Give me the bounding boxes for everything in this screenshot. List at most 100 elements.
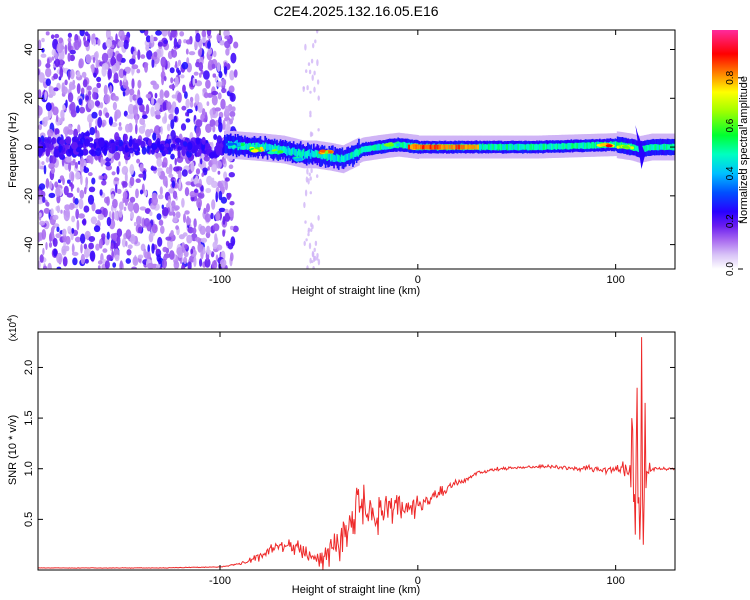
noise-blob xyxy=(210,108,214,120)
noise-blob xyxy=(41,47,45,53)
noise-blob xyxy=(52,38,59,50)
noise-blob xyxy=(129,93,133,103)
noise-blob xyxy=(231,106,236,112)
ridge-core xyxy=(370,145,372,151)
noise-blob xyxy=(106,216,112,227)
noise-blob xyxy=(129,164,135,175)
band-blob xyxy=(95,147,102,157)
noise-blob xyxy=(230,252,234,262)
band-blob xyxy=(70,141,78,150)
ridge-core xyxy=(376,144,378,151)
noise-blob xyxy=(185,118,191,123)
noise-blob xyxy=(129,196,136,203)
noise-blob xyxy=(174,76,179,87)
noise-blob xyxy=(224,212,231,222)
ridge-core xyxy=(529,144,532,150)
noise-blob xyxy=(177,92,182,103)
ridge-core xyxy=(248,142,250,150)
noise-blob xyxy=(170,153,175,160)
ridge-core xyxy=(502,144,504,151)
ridge-core xyxy=(510,143,513,151)
band-blob xyxy=(201,136,206,145)
top-x-tick-label: 100 xyxy=(606,274,624,286)
hot-spot xyxy=(605,144,613,148)
noise-blob xyxy=(317,258,321,266)
ridge-core xyxy=(668,144,670,150)
ridge-peak xyxy=(455,144,458,150)
ridge-peak xyxy=(445,144,449,150)
noise-blob xyxy=(305,238,308,242)
ridge-core xyxy=(633,144,636,151)
noise-blob xyxy=(205,187,212,194)
noise-blob xyxy=(114,132,120,141)
noise-blob xyxy=(200,185,204,192)
noise-blob xyxy=(188,51,196,56)
noise-blob xyxy=(183,213,186,224)
noise-blob xyxy=(92,91,97,100)
noise-blob xyxy=(69,54,75,62)
noise-blob xyxy=(217,92,222,100)
noise-blob xyxy=(304,189,308,197)
noise-blob xyxy=(43,164,47,175)
noise-blob xyxy=(195,105,198,112)
noise-blob xyxy=(140,54,146,59)
noise-blob xyxy=(38,72,45,83)
top-axes: -100 0 100 -40 -20 0 20 40 xyxy=(23,30,675,286)
noise-blob xyxy=(145,104,150,115)
noise-blob xyxy=(64,79,68,86)
noise-blob xyxy=(181,242,186,251)
y-multiplier-base: (x10 xyxy=(8,321,19,341)
hot-spot xyxy=(599,143,607,147)
noise-blob xyxy=(175,211,181,219)
ridge-core xyxy=(369,145,371,152)
noise-blob xyxy=(224,177,230,182)
noise-blob xyxy=(67,32,72,38)
noise-blob xyxy=(143,248,147,258)
noise-blob xyxy=(47,262,52,269)
noise-blob xyxy=(110,242,115,250)
ridge-core xyxy=(306,150,308,159)
ridge-core xyxy=(363,146,365,152)
ridge-spike xyxy=(635,125,646,170)
noise-blob xyxy=(173,166,180,172)
noise-blob xyxy=(205,123,212,133)
band-blob xyxy=(131,139,135,145)
noise-blob xyxy=(151,57,155,69)
noise-blob xyxy=(141,114,148,120)
band-blob xyxy=(152,143,158,149)
ridge-core xyxy=(290,148,293,156)
ridge-core xyxy=(518,143,521,151)
band-blob xyxy=(64,144,70,150)
noise-blob xyxy=(193,218,197,228)
ridge-peak xyxy=(462,144,465,150)
ridge-peak xyxy=(429,144,432,150)
noise-blob xyxy=(119,79,123,87)
noise-blob xyxy=(179,31,185,37)
band-blob xyxy=(45,147,51,157)
ridge-core xyxy=(661,144,663,150)
noise-blob xyxy=(223,171,228,180)
noise-blob xyxy=(214,107,221,112)
noise-blob xyxy=(199,225,206,235)
noise-blob xyxy=(53,248,58,257)
noise-blob xyxy=(313,247,316,252)
noise-blob xyxy=(173,115,178,123)
noise-blob xyxy=(170,118,175,130)
ridge-core xyxy=(346,153,349,161)
noise-blob xyxy=(108,116,113,126)
noise-blob xyxy=(154,102,161,111)
noise-blob xyxy=(193,71,199,76)
noise-blob xyxy=(85,54,92,64)
noise-blob xyxy=(45,178,50,189)
noise-blob xyxy=(75,105,80,114)
ridge-core xyxy=(664,144,667,150)
noise-blob xyxy=(88,242,94,250)
ridge-core xyxy=(535,143,537,151)
noise-blob xyxy=(177,59,182,67)
noise-blob xyxy=(192,227,197,234)
band-blob xyxy=(58,143,62,153)
noise-blob xyxy=(90,216,98,225)
noise-blob xyxy=(87,99,95,110)
noise-blob xyxy=(117,40,124,48)
